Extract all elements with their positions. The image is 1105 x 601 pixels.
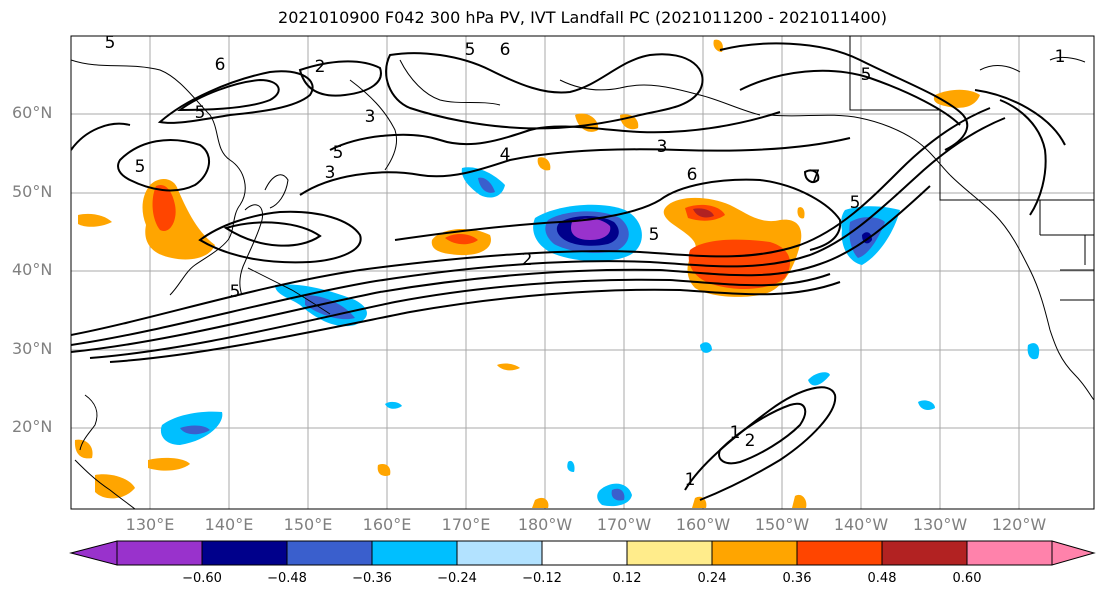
colorbar-tick: 0.60: [952, 571, 982, 586]
colorbar-segment: [371, 540, 458, 566]
contour-label: 1: [730, 423, 741, 443]
colorbar-segment: [116, 540, 203, 566]
colorbar-tick: −0.36: [352, 571, 392, 586]
contour-label: 6: [215, 55, 226, 75]
coastlines: [71, 36, 1094, 509]
contour-labels: 6 5 2 6 5 3 5 3 4 3 6 5 5 2 5 1 1 2 1 7 …: [105, 33, 1066, 490]
colorbar-extend-high: [1051, 540, 1096, 566]
colorbar-tick: −0.48: [267, 571, 307, 586]
lon-label: 130°W: [912, 515, 968, 534]
contour-label: 5: [861, 65, 872, 85]
colorbar-tick: 0.24: [697, 571, 727, 586]
contour-label: 5: [135, 157, 146, 177]
lon-label: 160°E: [362, 515, 412, 534]
colorbar-tick: 0.12: [612, 571, 642, 586]
lat-label: 30°N: [12, 339, 53, 358]
contour-label: 1: [1055, 47, 1066, 67]
colorbar-segment: [626, 540, 713, 566]
lat-label: 60°N: [12, 103, 53, 122]
contour-label: 2: [315, 57, 326, 77]
contour-label: 5: [230, 282, 241, 302]
lon-label: 150°E: [283, 515, 333, 534]
colorbar-tick: −0.12: [522, 571, 562, 586]
contour-label: 3: [657, 137, 668, 157]
lat-label: 50°N: [12, 182, 53, 201]
colorbar-tick: 0.48: [867, 571, 897, 586]
contour-label: 4: [500, 145, 511, 165]
colorbar-segment: [966, 540, 1053, 566]
lon-label: 170°W: [596, 515, 652, 534]
contour-label: 2: [745, 431, 756, 451]
colorbar-tick: −0.24: [437, 571, 477, 586]
colorbar-extend-low: [69, 540, 118, 566]
contour-label: 1: [685, 470, 696, 490]
colorbar-segment: [456, 540, 543, 566]
ivt-contours: [71, 42, 1066, 501]
colorbar-segment: [286, 540, 373, 566]
colorbar-segment: [796, 540, 883, 566]
contour-label: 6: [687, 165, 698, 185]
contour-label: 3: [325, 163, 336, 183]
contour-label: 5: [195, 103, 206, 123]
lon-label: 120°W: [991, 515, 1047, 534]
contour-label: 5: [850, 193, 861, 213]
colorbar-segment: [881, 540, 968, 566]
lon-label: 180°W: [517, 515, 573, 534]
contour-label: 5: [649, 225, 660, 245]
contour-label: 6: [500, 40, 511, 60]
contour-label: 3: [365, 107, 376, 127]
lon-label: 170°E: [441, 515, 491, 534]
lat-label: 20°N: [12, 417, 53, 436]
lat-label: 40°N: [12, 260, 53, 279]
colorbar-tick: 0.36: [782, 571, 812, 586]
colorbar-segment: [201, 540, 288, 566]
map-title: 2021010900 F042 300 hPa PV, IVT Landfall…: [278, 8, 887, 27]
contour-label: 5: [465, 40, 476, 60]
colorbar-tick: −0.60: [182, 571, 222, 586]
lon-label: 130°E: [125, 515, 175, 534]
contour-label: 5: [333, 143, 344, 163]
lon-label: 140°W: [833, 515, 889, 534]
contour-label: 7: [810, 167, 821, 187]
lon-label: 150°W: [754, 515, 810, 534]
contour-label: 5: [105, 33, 116, 53]
contour-label: 2: [522, 250, 533, 270]
grid-lines: [71, 36, 1094, 509]
lon-label: 140°E: [204, 515, 254, 534]
colorbar-segment: [541, 540, 628, 566]
lon-label: 160°W: [675, 515, 731, 534]
colorbar: [69, 540, 1096, 566]
colorbar-segment: [711, 540, 798, 566]
